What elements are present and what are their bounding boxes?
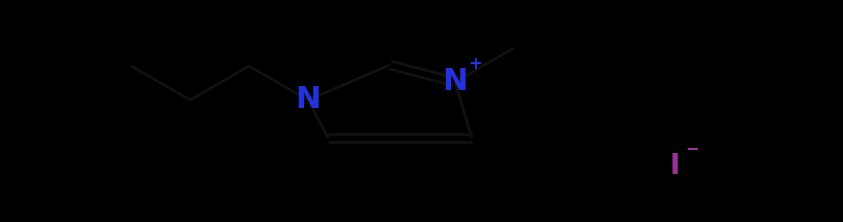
Text: −: − (685, 139, 700, 157)
Text: +: + (468, 55, 482, 73)
Text: N: N (443, 67, 468, 97)
Text: I: I (669, 153, 679, 180)
Text: N: N (295, 85, 320, 115)
